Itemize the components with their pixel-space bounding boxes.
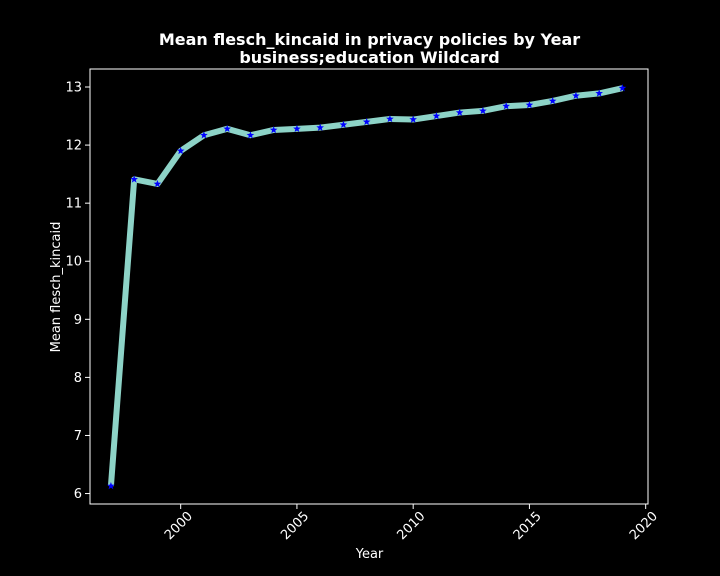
data-point-2010: [409, 115, 417, 123]
y-tick-label-13: 13: [65, 81, 82, 96]
data-point-2019: [618, 84, 627, 92]
data-point-2003: [246, 131, 255, 139]
data-point-2002: [223, 124, 231, 133]
data-point-2001: [200, 131, 208, 139]
y-tick-label-9: 9: [74, 313, 82, 328]
x-axis-label: Year: [355, 547, 384, 562]
chart-title-line2: business;education Wildcard: [239, 48, 499, 67]
y-tick-label-11: 11: [65, 197, 82, 212]
data-point-2008: [362, 117, 371, 126]
data-point-2013: [479, 106, 487, 115]
y-tick-label-7: 7: [74, 429, 82, 444]
data-point-1999: [153, 179, 162, 188]
data-point-2014: [502, 102, 510, 110]
plot-frame: [89, 68, 649, 505]
data-point-2015: [525, 101, 534, 109]
data-point-2005: [293, 124, 301, 133]
data-point-2004: [269, 125, 278, 134]
data-point-2009: [386, 114, 394, 123]
data-point-2007: [339, 120, 348, 128]
data-point-2012: [455, 108, 464, 116]
data-point-1997: [107, 482, 115, 490]
y-tick-label-8: 8: [74, 371, 82, 386]
data-point-2011: [432, 112, 441, 120]
y-tick-label-12: 12: [65, 139, 82, 154]
data-point-1998: [130, 175, 138, 183]
chart-title-line1: Mean flesch_kincaid in privacy policies …: [159, 30, 580, 49]
y-axis-label: Mean flesch_kincaid: [49, 222, 64, 353]
y-tick-label-6: 6: [74, 487, 82, 502]
data-point-2016: [548, 96, 557, 105]
y-tick-label-10: 10: [65, 255, 82, 270]
data-point-2018: [595, 89, 603, 97]
data-point-2017: [572, 91, 580, 99]
data-point-2006: [316, 123, 324, 131]
data-point-2000: [176, 146, 185, 155]
